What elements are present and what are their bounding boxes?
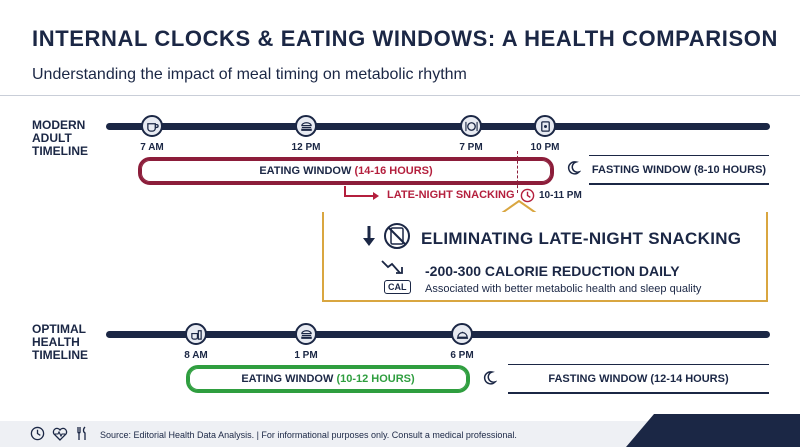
heart-pulse-icon bbox=[52, 426, 68, 441]
page-title: INTERNAL CLOCKS & EATING WINDOWS: A HEAL… bbox=[32, 26, 778, 51]
modern-timeline-label: MODERN ADULT TIMELINE bbox=[32, 119, 88, 158]
optimal-timeline-label: OPTIMAL HEALTH TIMELINE bbox=[32, 323, 88, 362]
optimal-time-1pm: 1 PM bbox=[294, 350, 318, 361]
optimal-timeline-bar bbox=[106, 331, 770, 338]
optimal-eating-window: EATING WINDOW (10-12 HOURS) bbox=[186, 365, 470, 393]
snacking-label: LATE-NIGHT SNACKING bbox=[387, 189, 515, 201]
breakfast-icon bbox=[185, 323, 207, 345]
clock-footer-icon bbox=[30, 426, 45, 441]
snacking-marker-line bbox=[517, 151, 518, 193]
callout-heading: ELIMINATING LATE-NIGHT SNACKING bbox=[421, 229, 742, 248]
moon-icon-optimal bbox=[481, 370, 498, 386]
modern-time-12pm: 12 PM bbox=[291, 142, 321, 153]
cal-badge: CAL bbox=[384, 280, 411, 294]
footer-source: Source: Editorial Health Data Analysis. … bbox=[100, 430, 517, 440]
optimal-time-6pm: 6 PM bbox=[450, 350, 474, 361]
calorie-reduction: -200-300 CALORIE REDUCTION DAILY bbox=[425, 263, 680, 279]
modern-eating-label: EATING WINDOW bbox=[259, 165, 352, 177]
optimal-label-line1: OPTIMAL bbox=[32, 322, 86, 336]
callout-box bbox=[322, 212, 768, 302]
optimal-eating-label: EATING WINDOW bbox=[241, 373, 334, 385]
footer-corner-accent bbox=[626, 414, 800, 447]
optimal-time-8am: 8 AM bbox=[184, 350, 208, 361]
modern-label-line1: MODERN bbox=[32, 118, 86, 132]
covered-dish-icon bbox=[451, 323, 473, 345]
down-arrow-icon bbox=[363, 226, 375, 246]
modern-label-line2: ADULT bbox=[32, 131, 72, 145]
sandwich-icon bbox=[295, 115, 317, 137]
sandwich-icon-optimal bbox=[295, 323, 317, 345]
modern-label-line3: TIMELINE bbox=[32, 144, 88, 158]
downtrend-icon bbox=[381, 260, 403, 274]
snacking-label-text: LATE-NIGHT SNACKING bbox=[387, 189, 515, 201]
modern-timeline-bar bbox=[106, 123, 770, 130]
snacking-time: 10-11 PM bbox=[539, 190, 582, 201]
snack-bag-icon bbox=[534, 115, 556, 137]
optimal-label-line2: HEALTH bbox=[32, 335, 80, 349]
header-divider bbox=[0, 95, 800, 96]
optimal-label-line3: TIMELINE bbox=[32, 348, 88, 362]
cal-badge-text: CAL bbox=[388, 282, 407, 292]
clock-icon bbox=[520, 188, 535, 203]
no-snack-icon bbox=[383, 222, 411, 250]
page-subtitle: Understanding the impact of meal timing … bbox=[32, 66, 467, 83]
optimal-eating-hours: (10-12 HOURS) bbox=[336, 373, 415, 385]
modern-time-7am: 7 AM bbox=[140, 142, 164, 153]
modern-time-7pm: 7 PM bbox=[459, 142, 483, 153]
coffee-cup-icon bbox=[141, 115, 163, 137]
modern-time-10pm: 10 PM bbox=[530, 142, 560, 153]
snacking-arrow bbox=[344, 186, 379, 200]
optimal-fasting-window: FASTING WINDOW (12-14 HOURS) bbox=[508, 364, 769, 394]
modern-fasting-window: FASTING WINDOW (8-10 HOURS) bbox=[589, 155, 769, 185]
moon-icon bbox=[565, 160, 582, 176]
modern-eating-window: EATING WINDOW (14-16 HOURS) bbox=[138, 157, 554, 185]
callout-note: Associated with better metabolic health … bbox=[425, 283, 702, 295]
dinner-plate-icon bbox=[460, 115, 482, 137]
fork-knife-icon bbox=[76, 426, 88, 441]
modern-eating-hours: (14-16 HOURS) bbox=[354, 165, 433, 177]
